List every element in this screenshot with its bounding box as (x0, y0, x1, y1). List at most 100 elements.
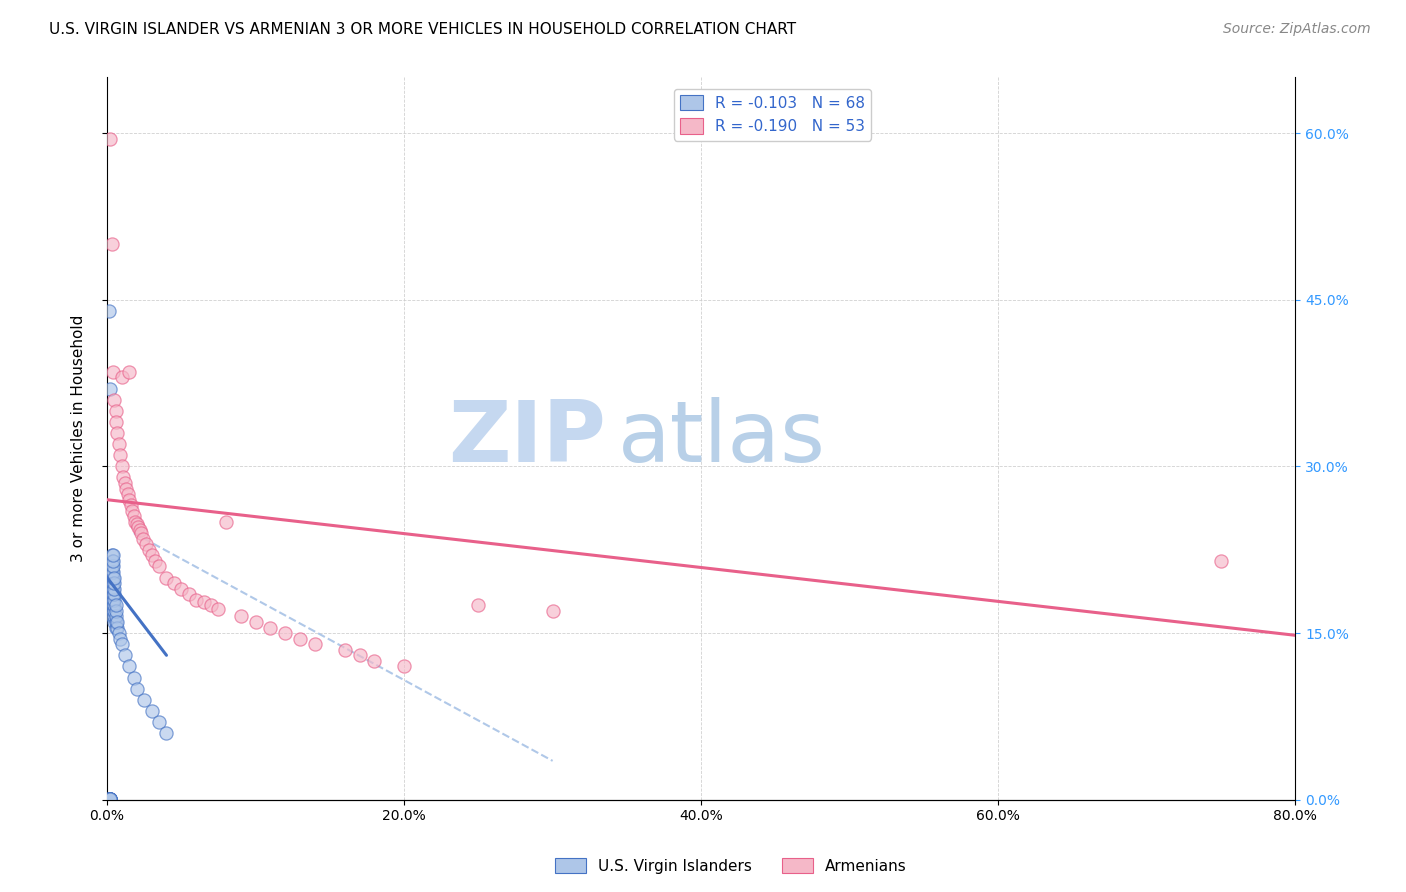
Point (100, 576, 122, 591)
Point (120, 498, 142, 512)
Point (129, 526, 152, 541)
Point (103, 570, 125, 584)
Point (104, 615, 127, 629)
Text: Source: ZipAtlas.com: Source: ZipAtlas.com (1223, 22, 1371, 37)
Point (104, 599, 127, 613)
Point (114, 648, 136, 663)
Point (104, 604, 127, 618)
Point (111, 459, 134, 474)
Point (143, 554, 166, 568)
Point (333, 642, 356, 657)
Point (100, 576, 122, 591)
Point (100, 587, 122, 601)
Point (114, 476, 136, 491)
Point (112, 470, 135, 484)
Point (118, 365, 141, 379)
Point (100, 582, 122, 596)
Point (141, 704, 163, 718)
Point (148, 714, 170, 729)
Point (100, 592, 122, 607)
Point (1209, 554, 1232, 568)
Point (101, 604, 124, 618)
Point (98, 791, 121, 805)
Point (128, 523, 150, 537)
Point (98, 791, 121, 805)
Point (122, 509, 145, 524)
Point (186, 592, 208, 607)
Point (104, 620, 127, 634)
Point (101, 549, 124, 563)
Point (101, 559, 124, 574)
Point (101, 570, 124, 584)
Point (148, 559, 170, 574)
Point (124, 515, 146, 529)
Point (100, 570, 122, 584)
Point (100, 559, 122, 574)
Y-axis label: 3 or more Vehicles in Household: 3 or more Vehicles in Household (72, 315, 86, 562)
Point (103, 576, 125, 591)
Point (100, 599, 122, 613)
Point (215, 515, 238, 529)
Point (100, 582, 122, 596)
Text: ZIP: ZIP (449, 397, 606, 480)
Point (97, 791, 120, 805)
Point (98, 382, 121, 396)
Point (125, 681, 148, 696)
Point (141, 549, 163, 563)
Point (100, 237, 122, 252)
Point (135, 537, 157, 551)
Point (392, 659, 415, 673)
Point (103, 609, 125, 624)
Point (118, 492, 141, 507)
Point (177, 587, 200, 601)
Point (259, 620, 281, 634)
Point (97, 791, 120, 805)
Point (100, 609, 122, 624)
Point (288, 632, 311, 646)
Point (155, 726, 177, 740)
Point (101, 587, 124, 601)
Point (103, 392, 125, 407)
Point (104, 404, 127, 418)
Point (304, 637, 326, 651)
Point (100, 554, 122, 568)
Point (97, 791, 120, 805)
Point (155, 570, 177, 584)
Point (110, 632, 132, 646)
Point (111, 637, 134, 651)
Point (103, 604, 125, 618)
Point (170, 582, 193, 596)
Point (121, 504, 143, 518)
Point (200, 599, 222, 613)
Point (207, 601, 229, 615)
Point (104, 609, 127, 624)
Point (138, 542, 160, 557)
Point (111, 370, 134, 384)
Point (103, 615, 125, 629)
Point (101, 599, 124, 613)
Legend: U.S. Virgin Islanders, Armenians: U.S. Virgin Islanders, Armenians (550, 852, 912, 880)
Point (363, 654, 385, 668)
Point (100, 565, 122, 579)
Point (122, 671, 145, 685)
Point (134, 692, 156, 706)
Point (100, 582, 122, 596)
Point (103, 587, 125, 601)
Point (108, 626, 131, 640)
Point (100, 565, 122, 579)
Point (98, 791, 121, 805)
Point (132, 532, 155, 546)
Point (541, 604, 564, 618)
Point (98, 791, 121, 805)
Point (467, 599, 489, 613)
Point (349, 648, 371, 663)
Text: atlas: atlas (619, 397, 825, 480)
Point (125, 517, 148, 532)
Point (229, 609, 252, 624)
Point (107, 615, 129, 629)
Point (101, 554, 124, 568)
Point (104, 415, 127, 429)
Point (100, 549, 122, 563)
Text: U.S. VIRGIN ISLANDER VS ARMENIAN 3 OR MORE VEHICLES IN HOUSEHOLD CORRELATION CHA: U.S. VIRGIN ISLANDER VS ARMENIAN 3 OR MO… (49, 22, 796, 37)
Point (163, 576, 186, 591)
